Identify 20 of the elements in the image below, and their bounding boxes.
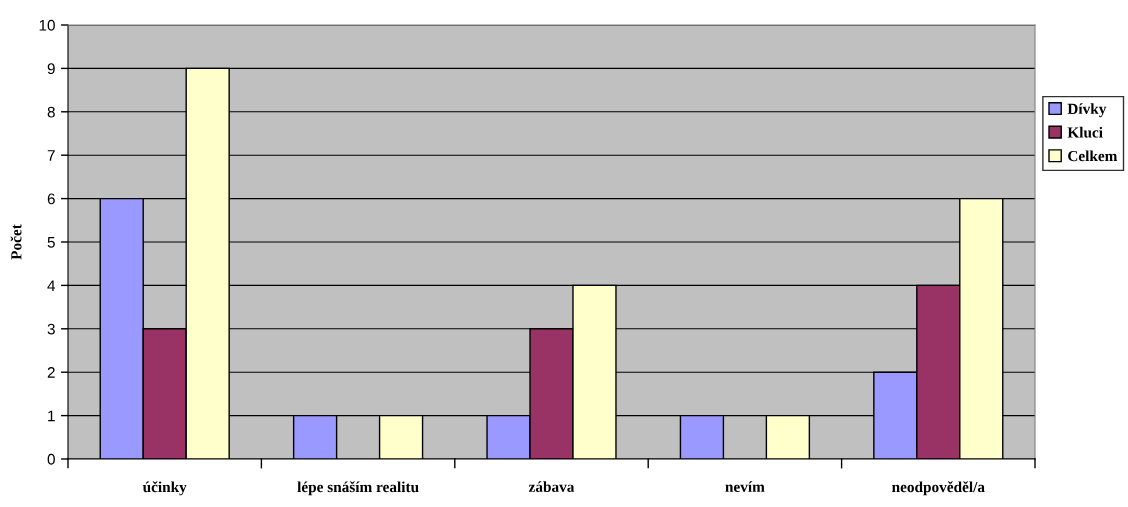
y-tick-label: 10 [39,19,55,31]
y-tick-label: 3 [47,323,55,335]
x-tick-label: lépe snáším realitu [297,481,419,496]
x-tick-label: zábava [528,481,575,492]
y-tick-label: 0 [47,453,55,465]
x-tick-label: účinky [142,481,187,496]
y-tick-label: 6 [47,193,55,205]
legend-label: Celkem [1068,150,1118,162]
y-tick-label: 9 [47,63,55,75]
y-tick-label: 8 [47,106,55,118]
y-tick-label: 4 [47,280,56,291]
x-tick-label: neodpověděl/a [892,481,985,496]
y-tick-label: 7 [47,150,55,161]
x-tick-label: nevím [725,481,765,492]
y-axis-title: Počet [10,224,22,260]
y-tick-label: 5 [47,237,55,248]
legend-label: Dívky [1067,103,1107,118]
y-tick-label: 2 [47,367,55,378]
y-tick-label: 1 [48,410,55,422]
legend-label: Kluci [1067,126,1103,138]
